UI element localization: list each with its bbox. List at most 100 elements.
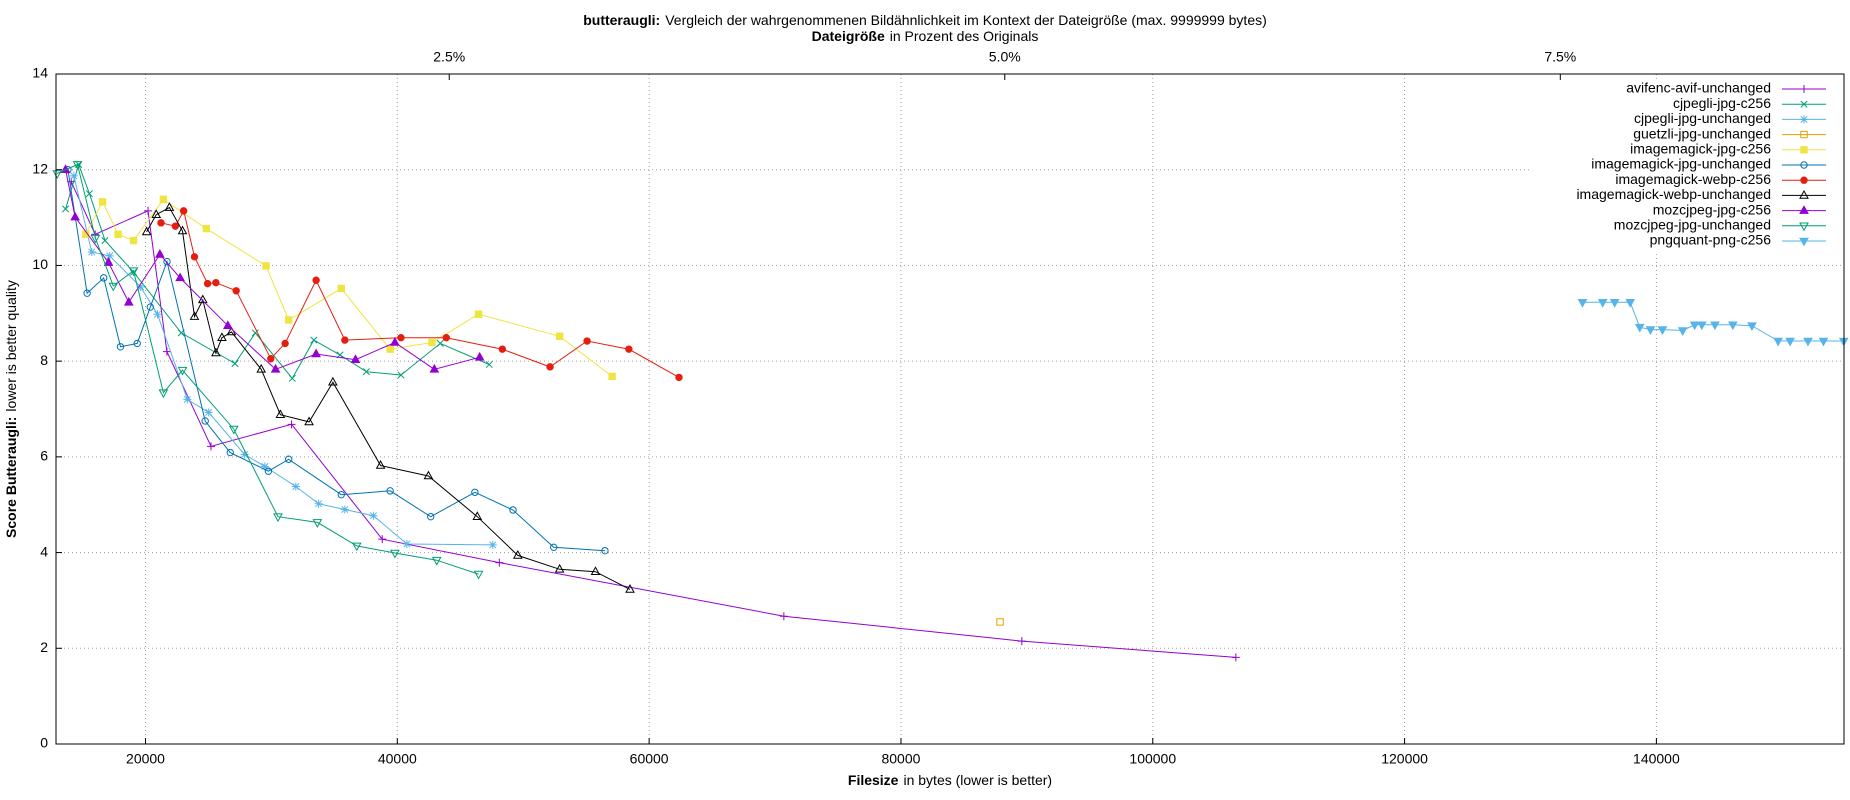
- data-point: [312, 519, 323, 528]
- data-point: [291, 482, 300, 491]
- data-point: [488, 540, 497, 549]
- data-point: [179, 207, 188, 215]
- series-line: [56, 163, 479, 575]
- data-point: [287, 420, 296, 429]
- data-point: [442, 334, 451, 342]
- data-point: [87, 248, 96, 257]
- data-point: [473, 570, 484, 580]
- data-point: [590, 566, 601, 576]
- data-point: [583, 337, 591, 345]
- data-point: [189, 311, 200, 320]
- data-point: [390, 549, 400, 559]
- data-point: [1231, 653, 1240, 662]
- data-point: [223, 320, 233, 330]
- data-point: [337, 284, 345, 293]
- data-point: [267, 355, 275, 363]
- data-point: [151, 209, 162, 218]
- data-point: [159, 195, 168, 204]
- data-point: [144, 206, 153, 215]
- x-label-bold: Filesize: [848, 772, 899, 788]
- y-tick-label: 0: [40, 735, 48, 751]
- series-line: [73, 175, 493, 546]
- data-point: [264, 467, 273, 475]
- data-point: [275, 409, 286, 419]
- data-point: [375, 460, 386, 469]
- legend-marker: [1800, 100, 1808, 108]
- y-tick-label: 6: [40, 448, 48, 464]
- data-point: [341, 336, 349, 344]
- y-label-text: lower is better quality: [3, 280, 19, 412]
- data-point: [183, 395, 192, 404]
- data-point: [428, 338, 436, 347]
- data-point: [311, 348, 321, 358]
- data-point: [177, 366, 188, 376]
- plot-frame: [55, 73, 1845, 745]
- data-point: [351, 542, 362, 552]
- legend-label: imagemagick-jpg-c256: [1630, 141, 1771, 157]
- data-point: [390, 337, 400, 346]
- data-point: [555, 332, 564, 340]
- data-point: [260, 462, 269, 471]
- chart-title: butteraugli: Vergleich der wahrgenommenen…: [583, 12, 1267, 28]
- x-label-text: in bytes (lower is better): [903, 772, 1052, 788]
- data-point: [1710, 321, 1720, 331]
- data-point: [262, 262, 270, 270]
- data-point: [240, 450, 249, 459]
- data-point: [1017, 637, 1026, 646]
- data-point: [369, 511, 378, 520]
- legend-marker: [1800, 130, 1808, 139]
- data-point: [509, 506, 517, 514]
- x2-label-bold: Dateigröße: [812, 28, 885, 44]
- data-point: [136, 282, 145, 291]
- data-point: [426, 513, 435, 521]
- data-point: [175, 272, 185, 282]
- data-point: [549, 543, 558, 551]
- data-point: [123, 296, 134, 306]
- data-point: [1645, 326, 1656, 335]
- data-point: [163, 257, 171, 266]
- data-point: [177, 225, 188, 235]
- data-point: [328, 376, 338, 386]
- legend-label: imagemagick-webp-c256: [1615, 171, 1771, 187]
- data-point: [1773, 337, 1783, 347]
- legend-label: mozcjpeg-jpg-c256: [1653, 201, 1771, 217]
- data-point: [190, 253, 199, 261]
- data-point: [270, 363, 281, 373]
- data-point: [1697, 321, 1707, 331]
- legend-label: imagemagick-jpg-unchanged: [1591, 156, 1771, 172]
- data-point: [62, 205, 70, 213]
- data-point: [625, 583, 635, 593]
- data-point: [114, 230, 122, 239]
- data-point: [472, 511, 483, 520]
- series-line: [85, 198, 613, 377]
- data-point: [108, 282, 119, 292]
- series-line: [160, 209, 680, 378]
- legend-marker: [1800, 115, 1808, 124]
- legend-label: cjpegli-jpg-unchanged: [1634, 110, 1771, 126]
- data-point: [133, 339, 141, 348]
- data-point: [1727, 321, 1738, 331]
- x2-tick-label: 7.5%: [1544, 49, 1576, 65]
- x2-label-text: in Prozent des Originals: [890, 28, 1039, 44]
- data-point: [474, 351, 485, 361]
- data-point: [128, 267, 139, 277]
- data-point: [1677, 327, 1688, 336]
- data-point: [85, 190, 93, 198]
- legend-label: cjpegli-jpg-c256: [1673, 95, 1771, 111]
- data-point: [1747, 322, 1757, 332]
- y-tick-label: 10: [32, 256, 48, 272]
- data-point: [471, 488, 479, 496]
- x2-axis-label: Dateigröße in Prozent des Originals: [812, 28, 1039, 44]
- data-point: [1597, 298, 1608, 308]
- data-point: [288, 374, 296, 382]
- data-point: [212, 279, 220, 287]
- legend-marker: [1800, 85, 1808, 93]
- legend-box: [1530, 80, 1843, 252]
- data-point: [474, 310, 483, 318]
- data-point: [1689, 321, 1700, 331]
- series-line: [65, 162, 490, 380]
- data-point: [206, 442, 215, 451]
- data-point: [779, 612, 788, 621]
- data-point: [431, 556, 442, 566]
